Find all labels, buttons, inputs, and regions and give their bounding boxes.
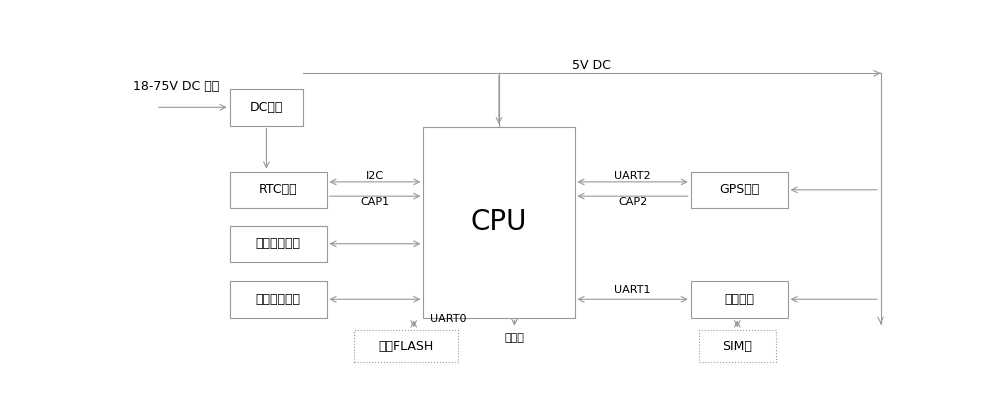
FancyBboxPatch shape xyxy=(230,225,326,262)
Text: 5V DC: 5V DC xyxy=(572,59,611,72)
Text: 串行FLASH: 串行FLASH xyxy=(378,339,434,353)
Text: CPU: CPU xyxy=(471,208,527,236)
Text: UART0: UART0 xyxy=(430,314,467,324)
Text: 串行接口模块: 串行接口模块 xyxy=(256,293,301,306)
Text: 手机模块: 手机模块 xyxy=(724,293,754,306)
Text: 18-75V DC 输入: 18-75V DC 输入 xyxy=(133,80,219,93)
FancyBboxPatch shape xyxy=(691,171,788,208)
Text: I2C: I2C xyxy=(366,171,384,180)
Text: CAP2: CAP2 xyxy=(618,197,647,207)
FancyBboxPatch shape xyxy=(423,127,574,318)
Text: 网络接口模块: 网络接口模块 xyxy=(256,237,301,250)
FancyBboxPatch shape xyxy=(230,171,326,208)
FancyBboxPatch shape xyxy=(230,89,303,126)
Text: RTC模块: RTC模块 xyxy=(259,183,297,197)
FancyBboxPatch shape xyxy=(698,330,776,362)
FancyBboxPatch shape xyxy=(230,281,326,318)
Text: DC模块: DC模块 xyxy=(250,101,283,114)
FancyBboxPatch shape xyxy=(354,330,458,362)
Text: 调试口: 调试口 xyxy=(505,333,524,343)
FancyBboxPatch shape xyxy=(691,281,788,318)
Text: UART2: UART2 xyxy=(614,171,651,180)
Text: GPS模块: GPS模块 xyxy=(719,183,759,197)
Text: CAP1: CAP1 xyxy=(360,197,390,207)
Text: SIM卡: SIM卡 xyxy=(722,339,752,353)
Text: UART1: UART1 xyxy=(614,285,651,295)
